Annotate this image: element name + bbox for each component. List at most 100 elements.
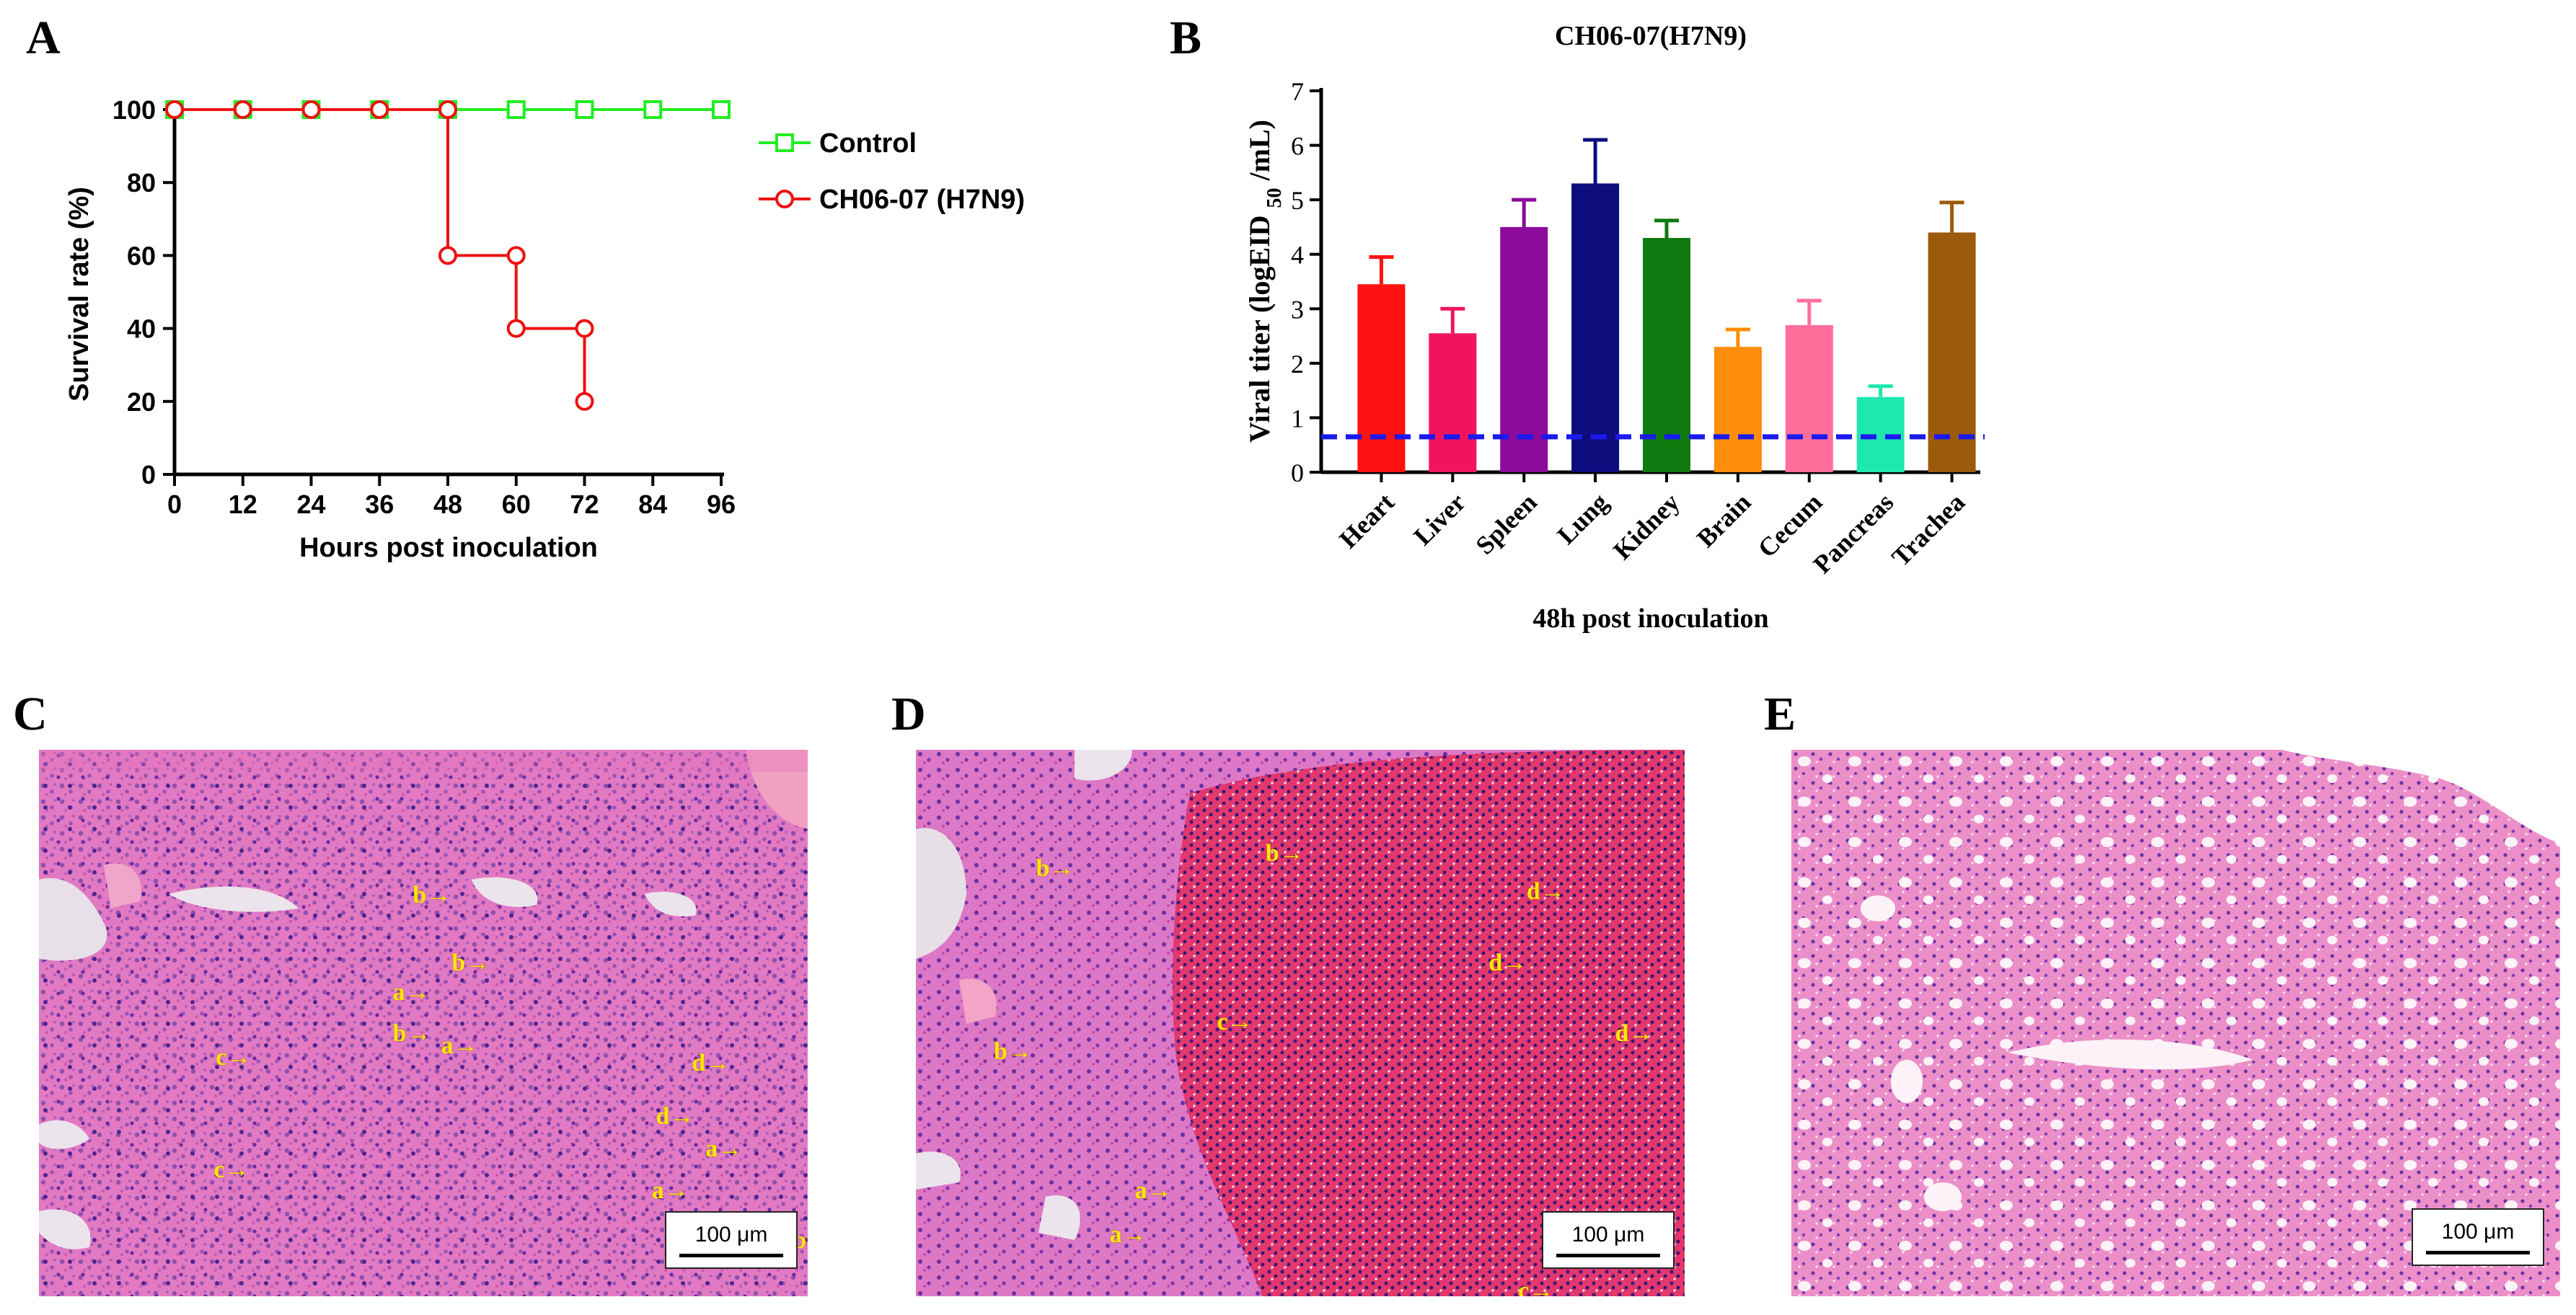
survival-x-tick-label: 36 xyxy=(365,490,394,519)
panel-label-c: C xyxy=(13,688,48,740)
titer-bar-cecum xyxy=(1785,324,1833,472)
titer-category-label: Kidney xyxy=(1607,487,1685,565)
titer-category-label: Heart xyxy=(1333,487,1400,554)
survival-x-tick-label: 0 xyxy=(167,490,182,519)
titer-y-axis-label: Viral titer (logEID 50 /mL) xyxy=(1243,120,1286,443)
survival-point-h7n9 xyxy=(233,100,252,119)
micrograph-d-lesion-label: b→ xyxy=(994,1037,1032,1065)
titer-y-axis-subscript: 50 xyxy=(1263,187,1286,208)
titer-bar-liver xyxy=(1429,333,1477,472)
titer-y-axis-suffix: /mL) xyxy=(1243,120,1276,187)
survival-point-control xyxy=(712,100,731,119)
scale-bar-label-d: 100 μm xyxy=(1571,1223,1645,1247)
scale-bar-label-c: 100 μm xyxy=(694,1223,768,1247)
titer-category-label: Pancreas xyxy=(1808,487,1900,579)
scale-bar-d: 100 μm xyxy=(1542,1211,1675,1269)
micrograph-c-lesion-label: a→ xyxy=(392,978,430,1006)
micrograph-d: b→ b→ b→ d→ d→ c→ d→ a→ a→ c→ 100 μm xyxy=(916,750,1685,1296)
legend-marker-circle xyxy=(775,190,794,208)
legend-label-control: Control xyxy=(819,128,917,159)
titer-y-tick-label: 6 xyxy=(1291,132,1304,161)
histology-image-c xyxy=(39,750,808,1296)
survival-y-tick-label: 100 xyxy=(113,95,156,125)
survival-y-tick-label: 40 xyxy=(127,314,156,344)
titer-category-label: Spleen xyxy=(1470,487,1542,559)
scale-bar-label-e: 100 μm xyxy=(2441,1220,2515,1244)
survival-point-control xyxy=(506,100,526,119)
titer-bar-spleen xyxy=(1500,226,1548,472)
scale-bar-line-d xyxy=(1556,1254,1660,1257)
survival-x-tick-label: 60 xyxy=(502,490,531,519)
micrograph-c-lesion-label: a→ xyxy=(651,1177,689,1204)
legend-label-h7n9: CH06-07 (H7N9) xyxy=(819,185,1025,215)
survival-y-tick-label: 20 xyxy=(127,387,156,417)
survival-y-tick-label: 60 xyxy=(127,241,156,270)
micrograph-c: b→b→a→b→a→c→c→d→d→a→a→b→b→ 100 μm xyxy=(39,750,808,1296)
micrograph-c-lesion-label: b→ xyxy=(451,949,490,976)
survival-y-tick-label: 0 xyxy=(141,460,156,490)
survival-x-tick-label: 96 xyxy=(707,490,736,519)
titer-bar-lung xyxy=(1571,183,1620,472)
survival-x-tick-label: 84 xyxy=(638,490,667,519)
survival-line-h7n9 xyxy=(175,108,586,402)
titer-chart-title: CH06-07(H7N9) xyxy=(1555,21,1747,51)
micrograph-c-lesion-label: c→ xyxy=(216,1044,252,1071)
titer-bar-brain xyxy=(1713,347,1762,472)
micrograph-c-lesion-label: b→ xyxy=(413,881,451,908)
titer-category-label: Lung xyxy=(1551,487,1613,549)
titer-y-tick-label: 5 xyxy=(1291,186,1304,215)
histology-image-e xyxy=(1791,750,2560,1296)
titer-category-label: Trachea xyxy=(1886,487,1970,572)
titer-y-tick-label: 1 xyxy=(1291,404,1304,433)
titer-category-label: Brain xyxy=(1691,487,1757,553)
micrograph-d-lesion-label: b→ xyxy=(1265,840,1304,867)
titer-bar-trachea xyxy=(1928,232,1976,472)
scale-bar-e: 100 μm xyxy=(2412,1208,2544,1266)
micrograph-d-lesion-label: c→ xyxy=(1518,1277,1554,1296)
micrograph-d-lesion-label: d→ xyxy=(1526,878,1565,906)
micrograph-d-lesion-label: d→ xyxy=(1488,949,1527,976)
titer-y-tick-label: 7 xyxy=(1291,77,1304,106)
micrograph-d-lesion-label: a→ xyxy=(1134,1177,1172,1204)
scale-bar-c: 100 μm xyxy=(665,1211,798,1269)
micrograph-c-lesion-label: a→ xyxy=(441,1032,478,1059)
legend-marker-square xyxy=(775,133,794,152)
titer-y-tick-label: 2 xyxy=(1291,350,1304,378)
panel-label-b: B xyxy=(1170,12,1202,64)
survival-point-h7n9 xyxy=(370,100,389,119)
micrograph-c-lesion-label: d→ xyxy=(656,1103,694,1130)
survival-point-control xyxy=(643,100,663,119)
survival-point-h7n9 xyxy=(575,319,594,338)
survival-point-h7n9 xyxy=(301,100,321,119)
titer-x-axis-label: 48h post inoculation xyxy=(1532,603,1768,634)
survival-point-h7n9 xyxy=(506,319,526,338)
survival-x-tick-label: 12 xyxy=(229,490,257,519)
survival-x-tick-label: 48 xyxy=(433,490,462,519)
survival-y-tick-label: 80 xyxy=(127,168,156,198)
micrograph-c-lesion-label: a→ xyxy=(705,1135,743,1163)
survival-point-h7n9 xyxy=(438,100,457,119)
survival-point-h7n9 xyxy=(438,246,457,265)
survival-point-h7n9 xyxy=(506,246,526,265)
micrograph-d-lesion-label: a→ xyxy=(1109,1221,1147,1248)
panel-label-e: E xyxy=(1764,688,1796,740)
titer-y-tick-label: 3 xyxy=(1291,295,1304,324)
micrograph-c-lesion-label: d→ xyxy=(692,1050,731,1077)
micrograph-d-lesion-label: c→ xyxy=(1217,1008,1253,1035)
titer-category-label: Liver xyxy=(1408,487,1471,551)
survival-point-h7n9 xyxy=(165,100,184,119)
survival-x-axis-label: Hours post inoculation xyxy=(299,533,598,563)
micrograph-d-lesion-label: d→ xyxy=(1615,1020,1654,1048)
survival-chart: 0 12 24 36 48 60 72 84 96 0 20 40 60 80 100 Control CH0… xyxy=(64,95,1025,563)
histology-image-d xyxy=(916,750,1685,1296)
micrograph-c-lesion-label: c→ xyxy=(213,1156,250,1183)
survival-x-tick-label: 72 xyxy=(570,490,599,519)
titer-y-tick-label: 0 xyxy=(1291,459,1304,487)
scale-bar-line-e xyxy=(2426,1251,2530,1254)
survival-point-control xyxy=(575,100,594,119)
survival-point-h7n9 xyxy=(575,391,594,411)
micrograph-e: 100 μm xyxy=(1791,750,2560,1296)
titer-bar-heart xyxy=(1357,284,1406,472)
micrograph-c-lesion-label: b→ xyxy=(392,1020,431,1048)
